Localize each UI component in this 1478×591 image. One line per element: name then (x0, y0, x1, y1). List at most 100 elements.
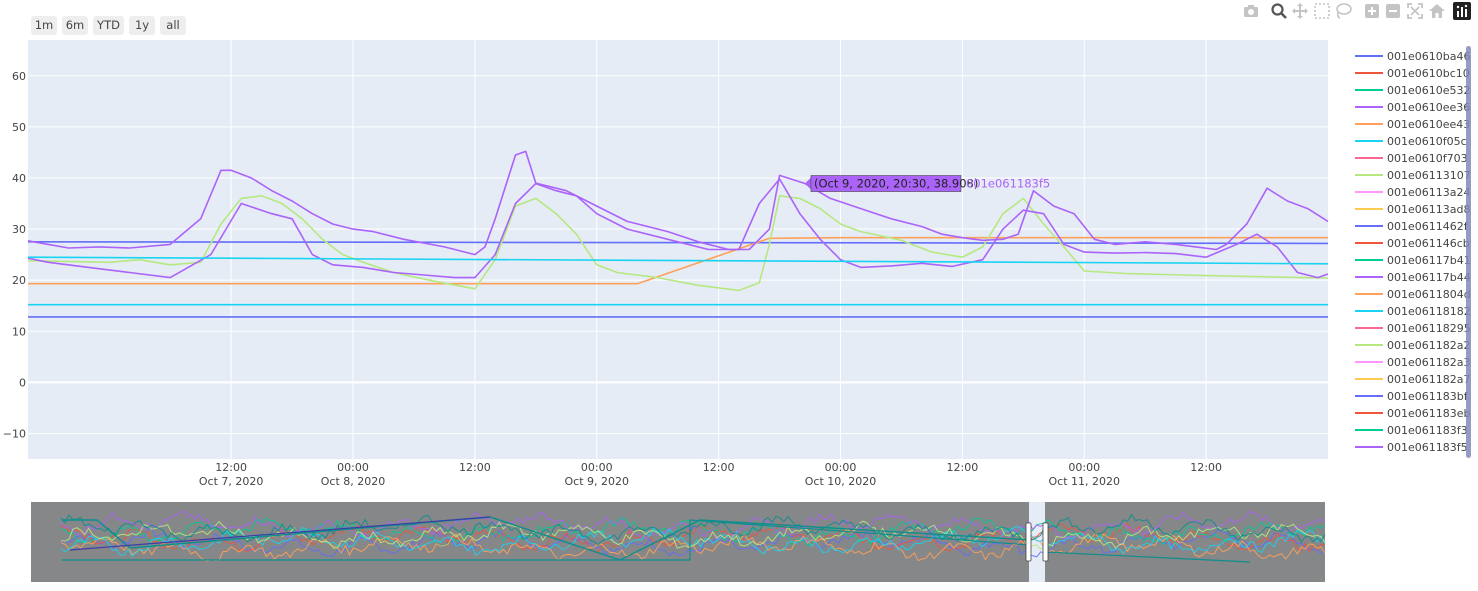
y-tick-label: 50 (12, 121, 26, 134)
legend-item-001e061183f5[interactable]: 001e061183f5 (1352, 439, 1468, 456)
legend-swatch (1355, 446, 1383, 448)
modebar (1238, 2, 1474, 20)
series-line-001e06113107 (27, 195, 1329, 292)
hover-series-name: 001e061183f5 (966, 177, 1050, 191)
camera-icon[interactable] (1242, 2, 1260, 20)
reset-axes-icon[interactable] (1428, 2, 1446, 20)
y-tick-label: 0 (19, 376, 26, 389)
hover-pointer (804, 177, 811, 190)
lasso-icon[interactable] (1334, 2, 1352, 20)
y-tick-label: 10 (12, 325, 26, 338)
legend-item-001e061183f3[interactable]: 001e061183f3 (1352, 422, 1468, 439)
legend-item-001e0611804d[interactable]: 001e0611804d (1352, 286, 1471, 303)
series-line-001e06118182 (27, 256, 1329, 265)
plot-background (28, 40, 1328, 459)
range-slider-background (31, 502, 1325, 582)
zoom-icon[interactable] (1270, 2, 1288, 20)
legend-swatch (1355, 259, 1383, 261)
range-button-6m[interactable]: 6m (62, 16, 88, 35)
legend-item-001e061182a3[interactable]: 001e061182a3 (1352, 354, 1471, 371)
legend-item-001e061182a2[interactable]: 001e061182a2 (1352, 337, 1471, 354)
legend-swatch (1355, 412, 1383, 414)
range-slider-trace (60, 510, 1326, 541)
legend-item-001e0610e532[interactable]: 001e0610e532 (1352, 82, 1471, 99)
legend-item-001e0610ee36[interactable]: 001e0610ee36 (1352, 99, 1470, 116)
legend-swatch (1355, 276, 1383, 278)
legend-item-001e061182a7[interactable]: 001e061182a7 (1352, 371, 1471, 388)
legend-label: 001e061146cb (1387, 237, 1470, 250)
zoom-in-icon[interactable] (1363, 2, 1381, 20)
legend-swatch (1355, 310, 1383, 312)
legend-swatch (1355, 208, 1383, 210)
legend-label: 001e06113ad8 (1387, 203, 1471, 216)
range-slider-trace (62, 519, 1031, 561)
legend-swatch (1355, 72, 1383, 74)
legend-swatch (1355, 378, 1383, 380)
pan-icon[interactable] (1291, 2, 1309, 20)
hover-value-text: (Oct 9, 2020, 20:30, 38.908) (814, 177, 978, 191)
legend-item-001e0610f703[interactable]: 001e0610f703 (1352, 150, 1468, 167)
legend-item-001e0610f05c[interactable]: 001e0610f05c (1352, 133, 1467, 150)
range-button-all[interactable]: all (160, 16, 186, 35)
legend-swatch (1355, 293, 1383, 295)
hover-box (810, 175, 962, 192)
legend-swatch (1355, 140, 1383, 142)
x-tick-label: 00:00 (1068, 461, 1100, 474)
range-slider-window (1029, 502, 1045, 582)
range-slider[interactable] (31, 502, 1326, 582)
range-slider-right-handle[interactable] (1042, 522, 1049, 562)
y-tick-label: 20 (12, 274, 26, 287)
legend-label: 001e0610ee36 (1387, 101, 1471, 114)
series-line-001e0610ee43 (28, 236, 1328, 285)
x-tick-label: 00:00 (581, 461, 613, 474)
legend-swatch (1355, 106, 1383, 108)
legend-item-001e06118182[interactable]: 001e06118182 (1352, 303, 1471, 320)
zoom-out-icon[interactable] (1384, 2, 1402, 20)
legend-label: 001e06113107 (1387, 169, 1471, 182)
range-button-1m[interactable]: 1m (31, 16, 57, 35)
range-slider-trace (1044, 551, 1251, 563)
range-slider-trace (60, 527, 1326, 558)
x-tick-date-label: Oct 7, 2020 (199, 475, 264, 488)
legend-swatch (1355, 327, 1383, 329)
range-slider-left-handle[interactable] (1025, 522, 1032, 562)
legend-label: 001e0611462f (1387, 220, 1468, 233)
autoscale-icon[interactable] (1406, 2, 1424, 20)
legend-item-001e06113107[interactable]: 001e06113107 (1352, 167, 1471, 184)
legend-item-001e0610ee43[interactable]: 001e0610ee43 (1352, 116, 1470, 133)
legend-label: 001e0610f05c (1387, 135, 1467, 148)
x-tick-label: 12:00 (703, 461, 735, 474)
y-tick-label: 30 (12, 223, 26, 236)
legend-scrollbar[interactable] (1466, 46, 1471, 458)
range-button-1y[interactable]: 1y (129, 16, 155, 35)
legend-swatch (1355, 191, 1383, 193)
legend-label: 001e0610ee43 (1387, 118, 1471, 131)
x-tick-label: 12:00 (459, 461, 491, 474)
legend-label: 001e061183f3 (1387, 424, 1468, 437)
legend-item-001e061183bf[interactable]: 001e061183bf (1352, 388, 1468, 405)
legend-item-001e06117b41[interactable]: 001e06117b41 (1352, 252, 1471, 269)
legend-swatch (1355, 361, 1383, 363)
x-tick-date-label: Oct 11, 2020 (1049, 475, 1121, 488)
legend-label: 001e0610e532 (1387, 84, 1471, 97)
legend-item-001e06113ad8[interactable]: 001e06113ad8 (1352, 201, 1470, 218)
legend-item-001e06113a24[interactable]: 001e06113a24 (1352, 184, 1471, 201)
plotly-logo-icon[interactable] (1453, 2, 1471, 20)
legend-item-001e0611462f[interactable]: 001e0611462f (1352, 218, 1468, 235)
legend-item-001e06117b44[interactable]: 001e06117b44 (1352, 269, 1471, 286)
legend-label: 001e061183eb (1387, 407, 1471, 420)
range-slider-trace (60, 522, 1326, 553)
legend-item-001e06118295[interactable]: 001e06118295 (1352, 320, 1471, 337)
x-tick-label: 00:00 (337, 461, 369, 474)
legend-swatch (1355, 89, 1383, 91)
legend-item-001e061183eb[interactable]: 001e061183eb (1352, 405, 1471, 422)
legend-item-001e061146cb[interactable]: 001e061146cb (1352, 235, 1470, 252)
box-select-icon[interactable] (1313, 2, 1331, 20)
legend-swatch (1355, 395, 1383, 397)
range-button-ytd[interactable]: YTD (93, 16, 124, 35)
legend-item-001e0610ba46[interactable]: 001e0610ba46 (1352, 48, 1470, 65)
grid-lines (28, 40, 1328, 459)
legend-item-001e0610bc10[interactable]: 001e0610bc10 (1352, 65, 1470, 82)
